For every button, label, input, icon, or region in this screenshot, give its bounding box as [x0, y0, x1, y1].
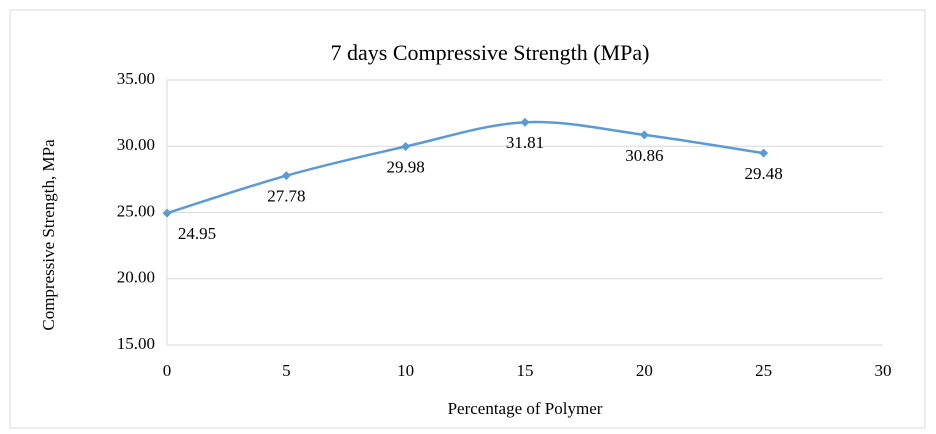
data-point [520, 117, 530, 127]
data-label: 31.81 [506, 133, 544, 152]
data-line [166, 120, 764, 215]
data-point [759, 148, 769, 158]
chart-title: 7 days Compressive Strength (MPa) [331, 40, 650, 65]
data-label: 24.95 [178, 224, 216, 243]
y-tick-label: 15.00 [117, 334, 155, 353]
x-tick-label: 5 [282, 361, 291, 380]
data-point [162, 208, 172, 218]
data-label: 27.78 [267, 187, 305, 206]
data-point [281, 171, 291, 181]
data-point [401, 142, 411, 152]
x-tick-label: 10 [397, 361, 414, 380]
x-tick-label: 30 [875, 361, 892, 380]
y-axis-label: Compressive Strength, MPa [39, 139, 58, 331]
data-point [639, 130, 649, 140]
data-label: 29.48 [745, 164, 783, 183]
x-axis-label: Percentage of Polymer [448, 399, 603, 418]
x-tick-label: 25 [755, 361, 772, 380]
y-tick-label: 20.00 [117, 268, 155, 287]
x-tick-label: 15 [517, 361, 534, 380]
x-tick-label: 20 [636, 361, 653, 380]
y-tick-label: 25.00 [117, 201, 155, 220]
y-tick-label: 30.00 [117, 135, 155, 154]
x-tick-label: 0 [163, 361, 172, 380]
data-label: 30.86 [625, 146, 663, 165]
y-tick-label: 35.00 [117, 69, 155, 88]
data-label: 29.98 [387, 157, 425, 176]
